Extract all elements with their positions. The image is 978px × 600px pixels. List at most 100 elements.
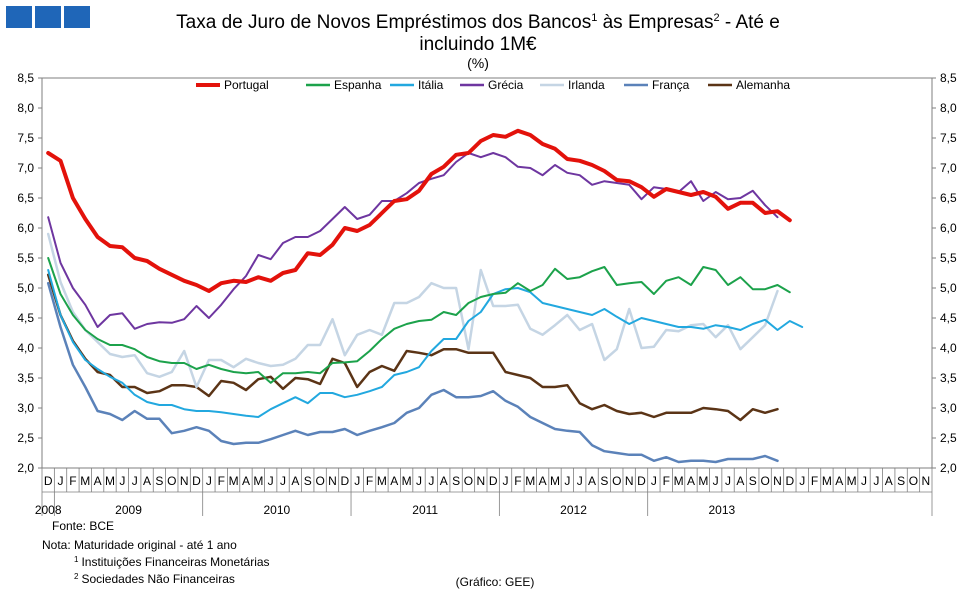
- x-tick-label-month: J: [119, 474, 125, 488]
- x-tick-label-month: J: [861, 474, 867, 488]
- x-tick-label-year: 2011: [412, 503, 438, 517]
- chart-credit: (Gráfico: GEE): [456, 575, 535, 589]
- y-tick-label-left: 8,0: [17, 101, 34, 115]
- series-line-italia: [47, 269, 804, 418]
- chart-title-line2: incluindo 1M€: [419, 34, 537, 55]
- x-tick-label-month: M: [550, 474, 560, 488]
- x-tick-label-month: J: [416, 474, 422, 488]
- x-tick-label-month: A: [736, 474, 744, 488]
- y-tick-label-left: 6,5: [17, 191, 34, 205]
- y-tick-label-right: 2,0: [940, 461, 957, 475]
- legend-item-irlanda: Irlanda: [540, 78, 605, 92]
- x-tick-label-month: N: [625, 474, 634, 488]
- y-tick-label-left: 5,5: [17, 251, 34, 265]
- x-tick-label-month: J: [873, 474, 879, 488]
- x-tick-label-month: A: [440, 474, 448, 488]
- x-tick-label-month: S: [600, 474, 608, 488]
- y-tick-label-left: 7,0: [17, 161, 34, 175]
- x-tick-label-month: O: [167, 474, 176, 488]
- y-tick-label-right: 8,0: [940, 101, 957, 115]
- x-tick-label-month: O: [315, 474, 324, 488]
- x-tick-label-month: A: [835, 474, 843, 488]
- x-tick-label-month: N: [180, 474, 189, 488]
- series-line-alemanha: [46, 273, 779, 422]
- x-tick-label-month: J: [713, 474, 719, 488]
- y-tick-label-left: 2,5: [17, 431, 34, 445]
- x-tick-label-month: A: [143, 474, 151, 488]
- x-tick-label-month: M: [229, 474, 239, 488]
- legend-label: França: [652, 78, 690, 92]
- x-tick-label-month: A: [390, 474, 398, 488]
- x-tick-label-month: N: [773, 474, 782, 488]
- x-tick-label-month: M: [674, 474, 684, 488]
- x-tick-label-month: M: [105, 474, 115, 488]
- x-tick-label-month: J: [503, 474, 509, 488]
- y-tick-label-right: 4,5: [940, 311, 957, 325]
- x-tick-label-month: D: [489, 474, 498, 488]
- x-tick-label-month: S: [155, 474, 163, 488]
- legend-label: Itália: [418, 78, 444, 92]
- y-tick-label-left: 4,5: [17, 311, 34, 325]
- x-tick-label-year: 2009: [115, 503, 142, 517]
- logo-icon: [6, 6, 90, 28]
- x-tick-label-month: J: [268, 474, 274, 488]
- chart-subtitle: (%): [467, 55, 489, 71]
- chart-title: Taxa de Juro de Novos Empréstimos dos Ba…: [176, 12, 780, 33]
- legend: Portugal Espanha Itália Grécia Irlanda França…: [196, 78, 790, 92]
- x-tick-label-year: 2010: [264, 503, 291, 517]
- x-tick-label-month: D: [192, 474, 201, 488]
- y-tick-label-left: 3,5: [17, 371, 34, 385]
- x-tick-label-month: A: [94, 474, 102, 488]
- y-tick-label-right: 2,5: [940, 431, 957, 445]
- maturity-note: Nota: Maturidade original - até 1 ano: [42, 538, 237, 552]
- x-tick-label-month: A: [885, 474, 893, 488]
- legend-label: Espanha: [334, 78, 382, 92]
- series-lines: [46, 128, 804, 464]
- legend-label: Portugal: [224, 78, 269, 92]
- x-tick-label-month: J: [280, 474, 286, 488]
- y-tick-label-right: 7,5: [940, 131, 957, 145]
- x-tick-label-month: M: [698, 474, 708, 488]
- x-tick-label-month: N: [328, 474, 337, 488]
- y-axis-left: 2,0 2,5 3,0 3,5 4,0 4,5 5,0 5,5 6,0 6,5 7,0 7,5 8,0 8…: [17, 71, 42, 475]
- x-tick-label-month: M: [80, 474, 90, 488]
- legend-item-franca: França: [624, 78, 690, 92]
- x-tick-label-month: M: [847, 474, 857, 488]
- x-tick-label-month: F: [811, 474, 818, 488]
- x-tick-label-month: M: [253, 474, 263, 488]
- series-line-irlanda: [46, 232, 779, 389]
- y-tick-label-left: 7,5: [17, 131, 34, 145]
- y-tick-label-left: 3,0: [17, 401, 34, 415]
- x-tick-label-month: O: [464, 474, 473, 488]
- x-tick-label-month: J: [651, 474, 657, 488]
- y-tick-label-right: 3,5: [940, 371, 957, 385]
- x-tick-label-year: 2012: [560, 503, 587, 517]
- x-tick-label-month: J: [58, 474, 64, 488]
- x-tick-label-month: A: [588, 474, 596, 488]
- source-note: Fonte: BCE: [52, 519, 114, 533]
- x-tick-label-year: 2013: [709, 503, 736, 517]
- y-tick-label-left: 5,0: [17, 281, 34, 295]
- x-tick-label-month: F: [366, 474, 373, 488]
- footnote-1: 1 Instituições Financeiras Monetárias: [74, 555, 270, 569]
- footnote-2: 2 Sociedades Não Financeiras: [74, 572, 235, 586]
- x-tick-label-month: A: [687, 474, 695, 488]
- x-tick-label-month: M: [525, 474, 535, 488]
- x-tick-label-month: D: [637, 474, 646, 488]
- x-tick-label-month: F: [514, 474, 521, 488]
- x-tick-label-month: J: [564, 474, 570, 488]
- x-tick-label-month: N: [921, 474, 930, 488]
- x-tick-label-month: F: [69, 474, 76, 488]
- x-tick-label-month: A: [242, 474, 250, 488]
- x-tick-label-month: M: [402, 474, 412, 488]
- logo-square-2: [35, 6, 61, 28]
- y-tick-label-left: 4,0: [17, 341, 34, 355]
- y-tick-label-right: 3,0: [940, 401, 957, 415]
- y-tick-label-right: 5,0: [940, 281, 957, 295]
- x-tick-label-month: N: [476, 474, 485, 488]
- x-tick-label-month: S: [452, 474, 460, 488]
- x-tick-label-month: O: [760, 474, 769, 488]
- x-tick-label-month: S: [897, 474, 905, 488]
